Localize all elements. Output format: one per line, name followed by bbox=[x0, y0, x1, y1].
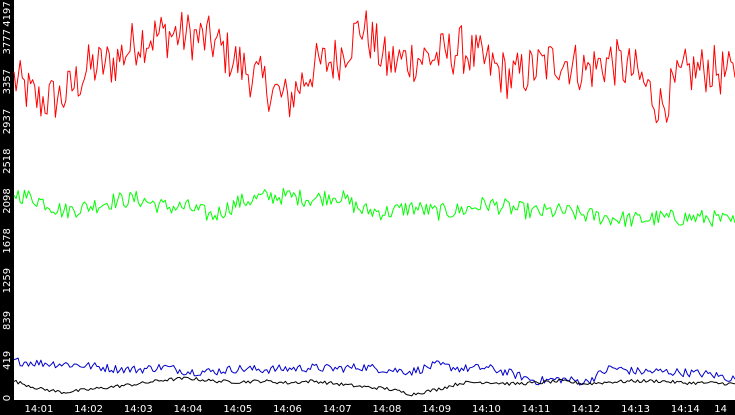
series-line-3 bbox=[13, 357, 735, 386]
y-tick-label: 1678 bbox=[2, 228, 13, 253]
y-axis-bar bbox=[0, 0, 14, 415]
x-tick-label: 14:14 bbox=[671, 404, 700, 415]
x-tick-label: 14:12 bbox=[571, 404, 600, 415]
y-tick-label: 0 bbox=[2, 395, 13, 401]
y-tick-label: 2518 bbox=[2, 148, 13, 173]
x-tick-label: 14:13 bbox=[621, 404, 650, 415]
y-tick-label: 1259 bbox=[2, 268, 13, 293]
x-tick-label: 14:02 bbox=[74, 404, 103, 415]
x-tick-labels: 14:01 14:02 14:03 14:04 14:05 14:06 14:07 14:08… bbox=[24, 404, 727, 415]
series-line-1 bbox=[13, 10, 735, 124]
x-tick-label: 14:11 bbox=[522, 404, 551, 415]
y-tick-label: 2098 bbox=[2, 188, 13, 213]
x-tick-label: 14:07 bbox=[323, 404, 352, 415]
x-tick-label: 14:01 bbox=[24, 404, 53, 415]
series-line-4 bbox=[13, 376, 735, 397]
y-tick-label: 4197 bbox=[2, 1, 13, 26]
series-group bbox=[13, 10, 735, 397]
x-tick-label: 14:09 bbox=[422, 404, 451, 415]
x-tick-label: 14:03 bbox=[124, 404, 153, 415]
x-tick-label: 14 bbox=[714, 404, 727, 415]
x-tick-label: 14:08 bbox=[372, 404, 401, 415]
y-tick-label: 419 bbox=[2, 351, 13, 370]
x-tick-label: 14:06 bbox=[273, 404, 302, 415]
y-tick-label: 2937 bbox=[2, 109, 13, 134]
x-axis-bar bbox=[0, 400, 735, 415]
x-tick-label: 14:10 bbox=[472, 404, 501, 415]
x-tick-label: 14:05 bbox=[223, 404, 252, 415]
series-line-2 bbox=[13, 187, 735, 228]
y-tick-label: 839 bbox=[2, 311, 13, 330]
y-tick-label: 3357 bbox=[2, 69, 13, 94]
y-tick-label: 3777 bbox=[2, 29, 13, 54]
y-tick-labels: 0 419 839 1259 1678 2098 2518 2937 3357 3777 4197 bbox=[2, 1, 13, 401]
x-tick-label: 14:04 bbox=[174, 404, 203, 415]
